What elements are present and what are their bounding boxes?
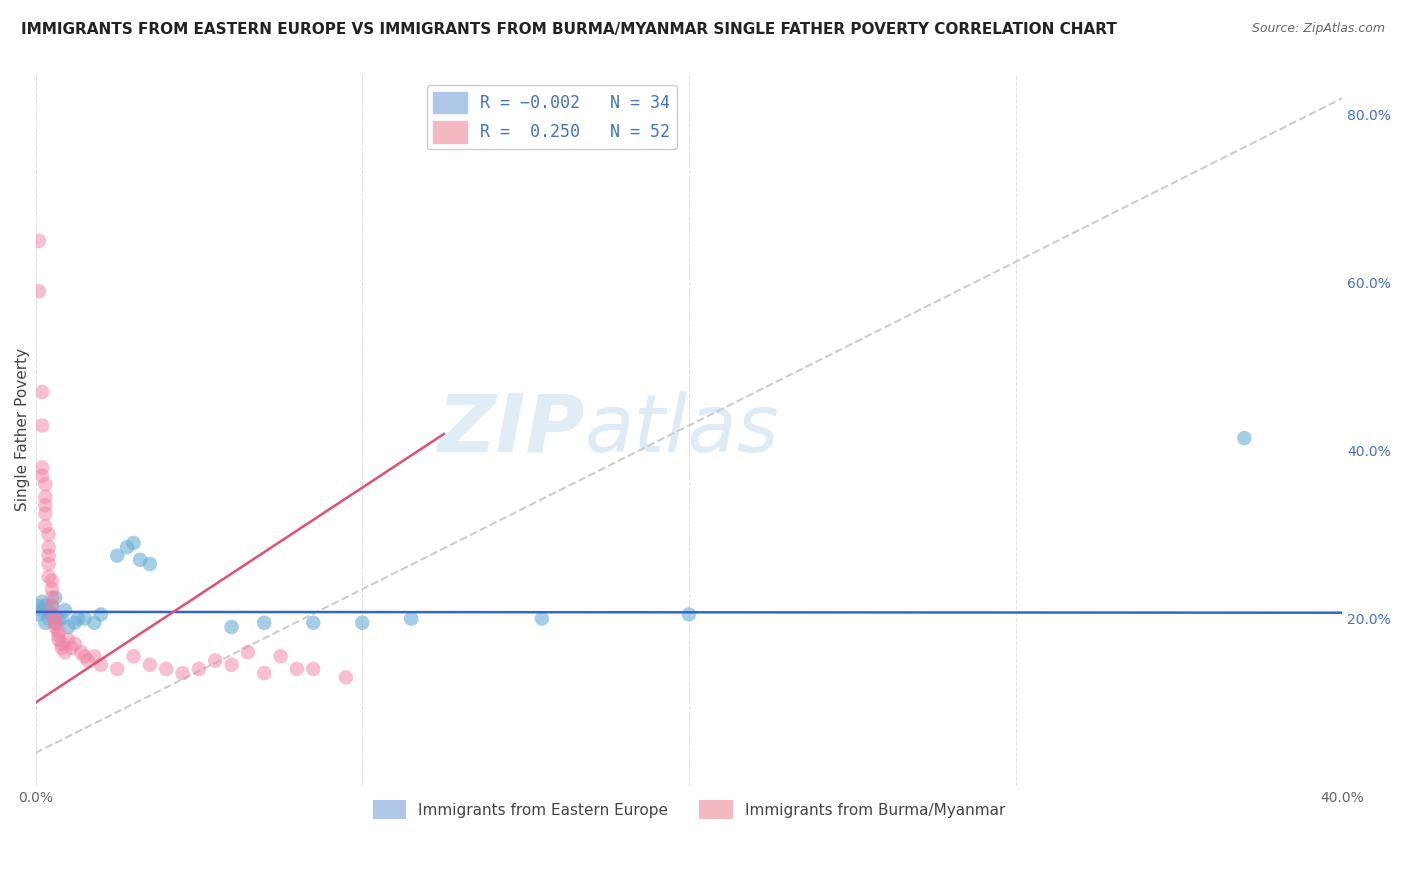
Point: [28, 607, 51, 622]
Point: [44, 615, 66, 630]
Point: [221, 657, 243, 672]
Point: [31, 469, 53, 483]
Point: [139, 557, 162, 571]
Point: [38, 549, 60, 563]
Point: [352, 615, 374, 630]
Point: [31, 460, 53, 475]
Point: [38, 569, 60, 583]
Point: [335, 670, 357, 684]
Point: [34, 498, 56, 512]
Point: [66, 611, 89, 625]
Point: [83, 615, 105, 630]
Point: [34, 599, 56, 613]
Point: [253, 666, 276, 681]
Legend: Immigrants from Eastern Europe, Immigrants from Burma/Myanmar: Immigrants from Eastern Europe, Immigran…: [367, 795, 1011, 825]
Point: [28, 234, 51, 248]
Text: IMMIGRANTS FROM EASTERN EUROPE VS IMMIGRANTS FROM BURMA/MYANMAR SINGLE FATHER PO: IMMIGRANTS FROM EASTERN EUROPE VS IMMIGR…: [21, 22, 1116, 37]
Point: [48, 628, 70, 642]
Point: [63, 615, 86, 630]
Point: [83, 649, 105, 664]
Point: [48, 624, 70, 639]
Point: [122, 536, 145, 550]
Point: [51, 611, 73, 625]
Point: [155, 662, 177, 676]
Point: [44, 611, 66, 625]
Point: [34, 519, 56, 533]
Point: [399, 611, 422, 625]
Point: [253, 615, 276, 630]
Point: [73, 611, 96, 625]
Point: [48, 632, 70, 647]
Point: [41, 574, 63, 588]
Point: [76, 654, 98, 668]
Point: [38, 611, 60, 625]
Point: [115, 541, 138, 555]
Point: [51, 637, 73, 651]
Point: [285, 662, 308, 676]
Point: [63, 637, 86, 651]
Point: [34, 615, 56, 630]
Point: [41, 607, 63, 622]
Point: [60, 640, 83, 655]
Point: [1233, 431, 1256, 445]
Point: [530, 611, 553, 625]
Point: [105, 549, 128, 563]
Point: [204, 654, 226, 668]
Point: [41, 599, 63, 613]
Point: [139, 657, 162, 672]
Point: [90, 657, 112, 672]
Point: [73, 649, 96, 664]
Point: [38, 557, 60, 571]
Point: [41, 599, 63, 613]
Text: Source: ZipAtlas.com: Source: ZipAtlas.com: [1251, 22, 1385, 36]
Point: [41, 607, 63, 622]
Point: [31, 418, 53, 433]
Point: [34, 507, 56, 521]
Point: [38, 541, 60, 555]
Point: [44, 620, 66, 634]
Point: [53, 645, 76, 659]
Point: [38, 603, 60, 617]
Point: [270, 649, 292, 664]
Y-axis label: Single Father Poverty: Single Father Poverty: [15, 348, 30, 511]
Point: [34, 477, 56, 491]
Point: [122, 649, 145, 664]
Point: [172, 666, 194, 681]
Point: [28, 599, 51, 613]
Point: [302, 615, 325, 630]
Point: [31, 595, 53, 609]
Point: [58, 620, 80, 634]
Point: [236, 645, 259, 659]
Point: [31, 384, 53, 399]
Point: [41, 582, 63, 597]
Point: [221, 620, 243, 634]
Text: ZIP: ZIP: [437, 391, 585, 468]
Point: [38, 527, 60, 541]
Text: atlas: atlas: [585, 391, 779, 468]
Point: [44, 615, 66, 630]
Point: [41, 591, 63, 605]
Point: [58, 632, 80, 647]
Point: [44, 591, 66, 605]
Point: [678, 607, 700, 622]
Point: [70, 645, 93, 659]
Point: [187, 662, 209, 676]
Point: [31, 603, 53, 617]
Point: [28, 284, 51, 298]
Point: [302, 662, 325, 676]
Point: [105, 662, 128, 676]
Point: [90, 607, 112, 622]
Point: [51, 640, 73, 655]
Point: [53, 603, 76, 617]
Point: [34, 490, 56, 504]
Point: [48, 611, 70, 625]
Point: [129, 553, 152, 567]
